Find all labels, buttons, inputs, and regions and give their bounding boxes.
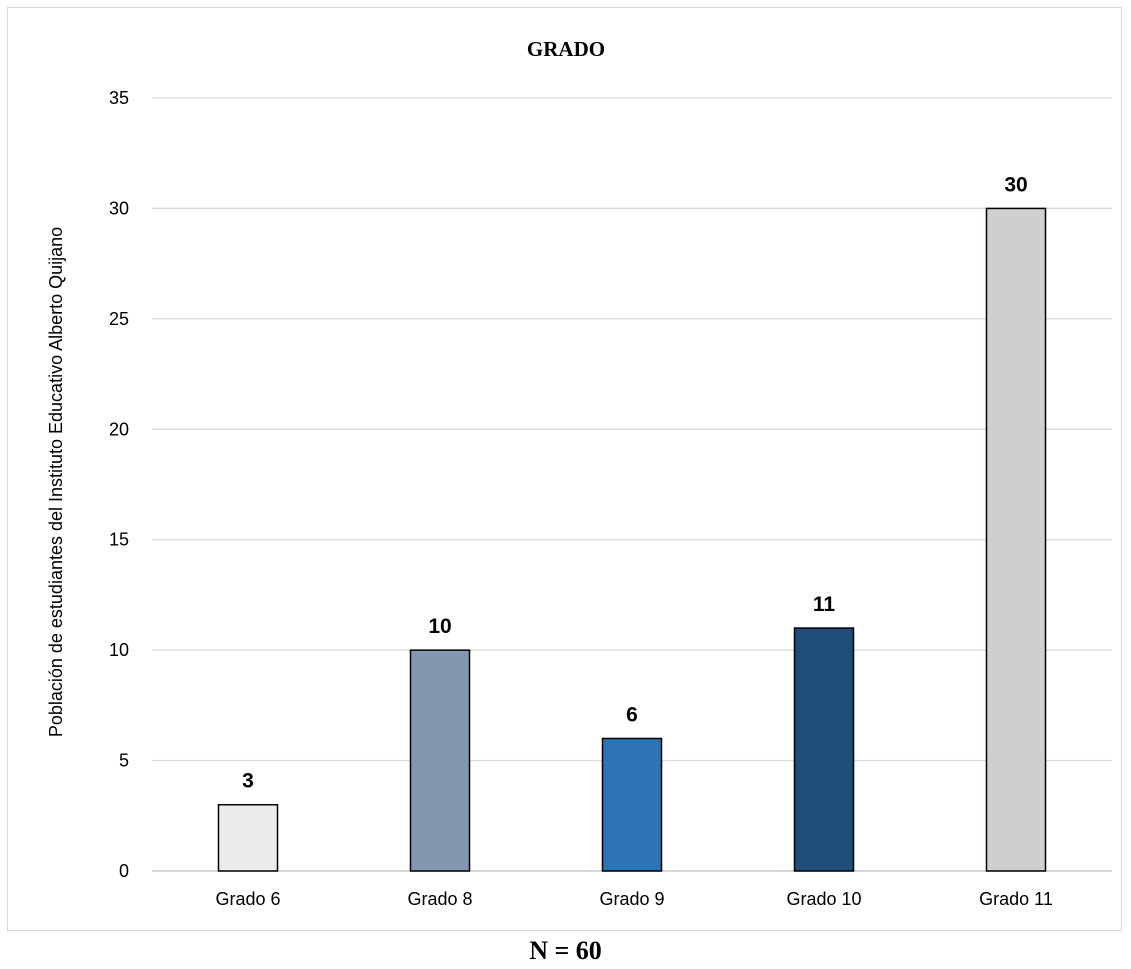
data-labels: 3 10 6 11 30 bbox=[242, 173, 1028, 792]
chart-frame bbox=[7, 7, 1122, 931]
x-tick-label: Grado 9 bbox=[599, 889, 664, 909]
bar bbox=[601, 737, 663, 872]
bar bbox=[793, 627, 855, 872]
data-label: 10 bbox=[428, 615, 451, 638]
y-tick-label: 35 bbox=[109, 88, 129, 108]
bar bbox=[985, 207, 1047, 872]
bars bbox=[217, 207, 1047, 872]
y-tick-label: 20 bbox=[109, 419, 129, 439]
y-tick-label: 30 bbox=[109, 198, 129, 218]
y-tick-label: 5 bbox=[119, 751, 129, 771]
x-axis-ticks: Grado 6 Grado 8 Grado 9 Grado 10 Grado 11 bbox=[215, 889, 1052, 909]
data-label: 30 bbox=[1004, 173, 1027, 196]
data-label: 3 bbox=[242, 770, 254, 793]
bar bbox=[217, 803, 279, 872]
chart-title: GRADO bbox=[527, 37, 605, 61]
x-tick-label: Grado 6 bbox=[215, 889, 280, 909]
x-tick-label: Grado 11 bbox=[979, 889, 1053, 909]
y-tick-label: 15 bbox=[109, 530, 129, 550]
y-axis-label: Población de estudiantes del Instituto E… bbox=[46, 227, 66, 737]
sample-size-note: N = 60 bbox=[529, 936, 602, 965]
y-axis-ticks: 0 5 10 15 20 25 30 35 bbox=[109, 88, 129, 881]
gridlines bbox=[152, 97, 1112, 872]
x-tick-label: Grado 10 bbox=[786, 889, 861, 909]
data-label: 11 bbox=[813, 593, 836, 616]
y-tick-label: 25 bbox=[109, 309, 129, 329]
y-tick-label: 10 bbox=[109, 640, 129, 660]
y-tick-label: 0 bbox=[119, 861, 129, 881]
bar bbox=[409, 649, 471, 872]
x-tick-label: Grado 8 bbox=[407, 889, 472, 909]
data-label: 6 bbox=[626, 703, 638, 726]
